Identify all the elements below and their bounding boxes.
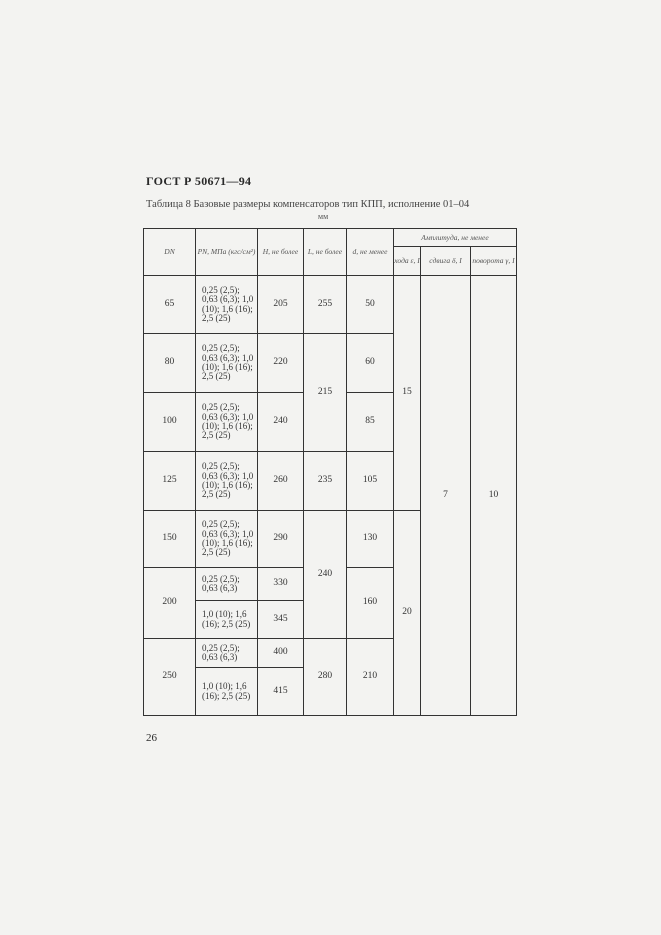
cell-pn: 0,25 (2,5); 0,63 (6,3); 1,0 (10); 1,6 (1… (195, 275, 258, 334)
cell-dn: 65 (143, 275, 196, 334)
cell-rotation: 10 (470, 275, 517, 716)
table-row: 100 0,25 (2,5); 0,63 (6,3); 1,0 (10); 1,… (143, 392, 517, 452)
cell-dn: 250 (143, 638, 196, 716)
cell-pn: 1,0 (10); 1,6 (16); 2,5 (25) (195, 667, 258, 716)
cell-pn: 0,25 (2,5); 0,63 (6,3); 1,0 (10); 1,6 (1… (195, 333, 258, 393)
cell-pn: 1,0 (10); 1,6 (16); 2,5 (25) (195, 600, 258, 639)
cell-d: 130 (346, 510, 394, 568)
document-code: ГОСТ Р 50671—94 (146, 174, 252, 188)
cell-d: 160 (346, 567, 394, 639)
cell-l: 235 (303, 451, 347, 511)
cell-d: 60 (346, 333, 394, 393)
cell-l: 240 (303, 510, 347, 639)
header-shift: сдвига δ, I (420, 246, 471, 276)
cell-d: 210 (346, 638, 394, 716)
cell-pn: 0,25 (2,5); 0,63 (6,3) (195, 567, 258, 601)
cell-l: 255 (303, 275, 347, 334)
table-row: 250 0,25 (2,5); 0,63 (6,3) 400 280 210 (143, 638, 517, 716)
header-rotation: поворота γ, I (470, 246, 517, 276)
cell-d: 85 (346, 392, 394, 452)
table-row: 125 0,25 (2,5); 0,63 (6,3); 1,0 (10); 1,… (143, 451, 517, 511)
cell-shift: 7 (420, 275, 471, 716)
cell-pn: 0,25 (2,5); 0,63 (6,3); 1,0 (10); 1,6 (1… (195, 392, 258, 452)
cell-dn: 200 (143, 567, 196, 639)
dimensions-table: DN PN, МПа (кгс/см²) H, не более L, не б… (143, 228, 517, 716)
cell-h: 415 (257, 667, 304, 716)
cell-d: 105 (346, 451, 394, 511)
cell-h: 290 (257, 510, 304, 568)
cell-pn: 0,25 (2,5); 0,63 (6,3); 1,0 (10); 1,6 (1… (195, 451, 258, 511)
table-row: 150 0,25 (2,5); 0,63 (6,3); 1,0 (10); 1,… (143, 510, 517, 716)
header-pn: PN, МПа (кгс/см²) (195, 228, 258, 276)
header-stroke: хода ε, I (393, 246, 421, 276)
cell-l: 280 (303, 638, 347, 716)
table-row: 65 0,25 (2,5); 0,63 (6,3); 1,0 (10); 1,6… (143, 275, 517, 716)
cell-pn: 0,25 (2,5); 0,63 (6,3) (195, 638, 258, 668)
cell-pn: 0,25 (2,5); 0,63 (6,3); 1,0 (10); 1,6 (1… (195, 510, 258, 568)
header-d: d, не менее (346, 228, 394, 276)
cell-h: 205 (257, 275, 304, 334)
page-number: 26 (146, 732, 157, 744)
cell-h: 220 (257, 333, 304, 393)
table-units: мм (318, 212, 329, 221)
cell-dn: 150 (143, 510, 196, 568)
header-h: H, не более (257, 228, 304, 276)
cell-h: 240 (257, 392, 304, 452)
cell-stroke: 15 (393, 275, 421, 511)
table-caption: Таблица 8 Базовые размеры компенсаторов … (146, 199, 470, 210)
cell-dn: 100 (143, 392, 196, 452)
cell-h: 330 (257, 567, 304, 601)
table-row: 80 0,25 (2,5); 0,63 (6,3); 1,0 (10); 1,6… (143, 333, 517, 452)
header-amplitude: Амплитуда, не менее (393, 228, 517, 247)
table-row: 200 0,25 (2,5); 0,63 (6,3) 330 160 (143, 567, 517, 639)
header-dn: DN (143, 228, 196, 276)
table-row: 1,0 (10); 1,6 (16); 2,5 (25) 345 (144, 600, 517, 639)
cell-dn: 80 (143, 333, 196, 393)
cell-h: 345 (257, 600, 304, 639)
header-l: L, не более (303, 228, 347, 276)
cell-h: 400 (257, 638, 304, 668)
cell-h: 260 (257, 451, 304, 511)
cell-stroke: 20 (393, 510, 421, 716)
cell-l: 215 (303, 333, 347, 452)
table-row: 1,0 (10); 1,6 (16); 2,5 (25) 415 (144, 667, 517, 716)
cell-dn: 125 (143, 451, 196, 511)
cell-d: 50 (346, 275, 394, 334)
